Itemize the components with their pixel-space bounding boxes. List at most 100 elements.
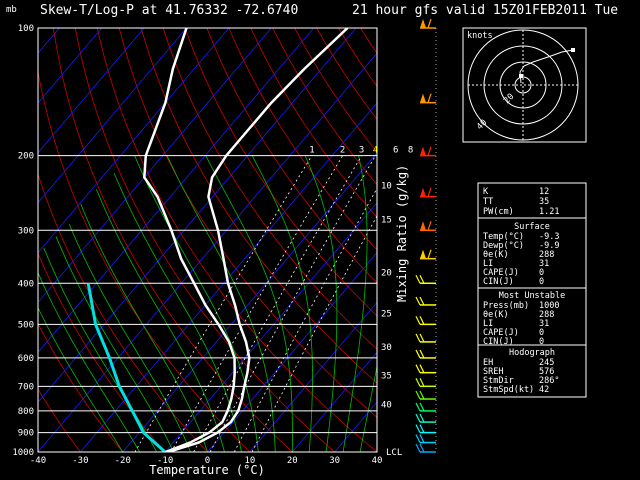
wind-barb-flag <box>420 221 426 231</box>
isotherm-line <box>164 202 377 452</box>
mixing-ratio-tick-label: 4 <box>373 146 378 156</box>
wind-barb-feather <box>427 249 432 259</box>
pressure-tick-label: 1000 <box>12 448 34 458</box>
wind-barb-feather <box>415 402 421 412</box>
wind-barb-feather <box>427 93 432 103</box>
surface-index-value: 288 <box>539 250 554 260</box>
mixing-ratio-tick-label: 8 <box>408 146 413 156</box>
dewpoint-profile-line <box>143 28 236 452</box>
hodograph-index-value: 286° <box>539 376 559 386</box>
surface-index-value: 0 <box>539 277 544 287</box>
wind-barb-feather <box>415 378 421 387</box>
unstable-index-label: CIN(J) <box>483 337 514 347</box>
height-tick-label: 30 <box>381 343 392 353</box>
dry-adiabat-line <box>53 28 293 452</box>
moist-adiabat-line <box>38 306 124 452</box>
pressure-tick-label: 300 <box>18 226 34 236</box>
index-k-label: K <box>483 187 489 197</box>
moist-adiabat-line <box>251 155 313 452</box>
unstable-index-label: θe(K) <box>483 310 509 320</box>
temperature-tick-label: -30 <box>72 456 88 466</box>
wind-barb-feather <box>415 364 421 373</box>
wind-barb-flag <box>420 249 426 259</box>
hodograph-index-value: 245 <box>539 358 554 368</box>
pressure-tick-label: 900 <box>18 429 34 439</box>
height-tick-label: 35 <box>381 371 392 381</box>
height-tick-label: 20 <box>381 268 392 278</box>
pressure-tick-label: 400 <box>18 279 34 289</box>
pressure-tick-label: 200 <box>18 152 34 162</box>
dry-adiabat-line <box>118 28 377 418</box>
mixing-ratio-tick-label: 2 <box>340 146 345 156</box>
hodograph-index-label: StmDir <box>483 376 514 386</box>
temperature-tick-label: -20 <box>115 456 131 466</box>
dry-adiabat-line <box>38 172 208 452</box>
dry-adiabat-line <box>162 28 377 350</box>
storm-motion-marker <box>519 74 523 78</box>
temperature-axis: -40 -30 -20 -10 0 10 20 30 40 <box>30 456 383 466</box>
wind-barb-feather <box>419 364 425 373</box>
wind-barb-flag <box>420 146 426 156</box>
wind-barb-feather <box>419 333 425 343</box>
hodograph-marker <box>571 48 575 52</box>
hodograph-trace <box>519 49 574 84</box>
pressure-tick-label: 800 <box>18 407 34 417</box>
valid-time: 21 hour gfs valid 15Z01FEB2011 Tue <box>352 3 618 18</box>
unstable-index-value: 1000 <box>539 301 559 311</box>
dry-adiabat-line <box>96 28 377 452</box>
moist-adiabat-line <box>55 236 174 452</box>
hodograph: knots 20 40 <box>462 27 587 143</box>
chart-title: Skew-T/Log-P at 41.76332 -72.6740 <box>40 3 298 18</box>
mixing-ratio-tick-label: 3 <box>359 146 364 156</box>
index-pw-value: 1.21 <box>539 207 559 217</box>
isotherm-line <box>38 52 377 452</box>
temperature-tick-label: -40 <box>30 456 46 466</box>
surface-index-value: -9.3 <box>539 232 559 242</box>
hodograph-header: Hodograph <box>509 348 555 358</box>
dry-adiabat-line <box>250 28 377 218</box>
wind-barb-feather <box>419 443 425 453</box>
pressure-tick-label: 700 <box>18 382 34 392</box>
indices-frame <box>477 182 587 398</box>
temperature-tick-label: 30 <box>329 456 340 466</box>
isotherm-line <box>38 28 314 353</box>
index-tt-label: TT <box>483 197 493 207</box>
surface-index-label: θe(K) <box>483 250 509 260</box>
unstable-index-value: 0 <box>539 328 544 338</box>
pressure-tick-label: 500 <box>18 320 34 330</box>
moist-adiabat-line <box>342 155 368 452</box>
lcl-label: LCL <box>386 448 402 458</box>
moist-adiabat-line <box>68 223 191 452</box>
height-tick-label: 15 <box>381 215 392 225</box>
temperature-tick-label: 10 <box>244 456 255 466</box>
isotherm-line <box>38 28 230 254</box>
height-tick-label: 25 <box>381 309 392 319</box>
mixing-ratio-line <box>170 155 343 452</box>
moist-adiabat-line <box>304 155 338 452</box>
mixing-ratio-axis-label: Mixing Ratio (g/kg) <box>395 165 409 302</box>
surface-index-label: Temp(°C) <box>483 232 524 242</box>
pressure-axis: 100 200 300 400 500 600 700 800 900 1000 <box>12 24 34 458</box>
dry-adiabat-line <box>140 28 377 384</box>
wind-barb-feather <box>419 390 425 400</box>
mixing-ratio-line <box>134 155 313 452</box>
hodograph-index-label: EH <box>483 358 493 368</box>
wind-barb-feather <box>415 424 421 433</box>
surface-index-label: CAPE(J) <box>483 268 519 278</box>
wind-barb-feather <box>419 296 425 306</box>
hodograph-index-label: StmSpd(kt) <box>483 385 534 395</box>
wind-barb-feather <box>415 443 421 453</box>
pressure-tick-label: 100 <box>18 24 34 34</box>
index-k-value: 12 <box>539 187 549 197</box>
dry-adiabat-line <box>184 28 377 317</box>
isotherm-line <box>38 28 272 304</box>
unstable-index-label: CAPE(J) <box>483 328 519 338</box>
pressure-unit-label: mb <box>6 5 17 15</box>
wind-barb-feather <box>419 275 425 284</box>
temperature-tick-label: 20 <box>287 456 298 466</box>
surface-index-value: 0 <box>539 268 544 278</box>
wind-barb-feather <box>415 349 421 359</box>
wind-barb-feather <box>419 424 425 433</box>
